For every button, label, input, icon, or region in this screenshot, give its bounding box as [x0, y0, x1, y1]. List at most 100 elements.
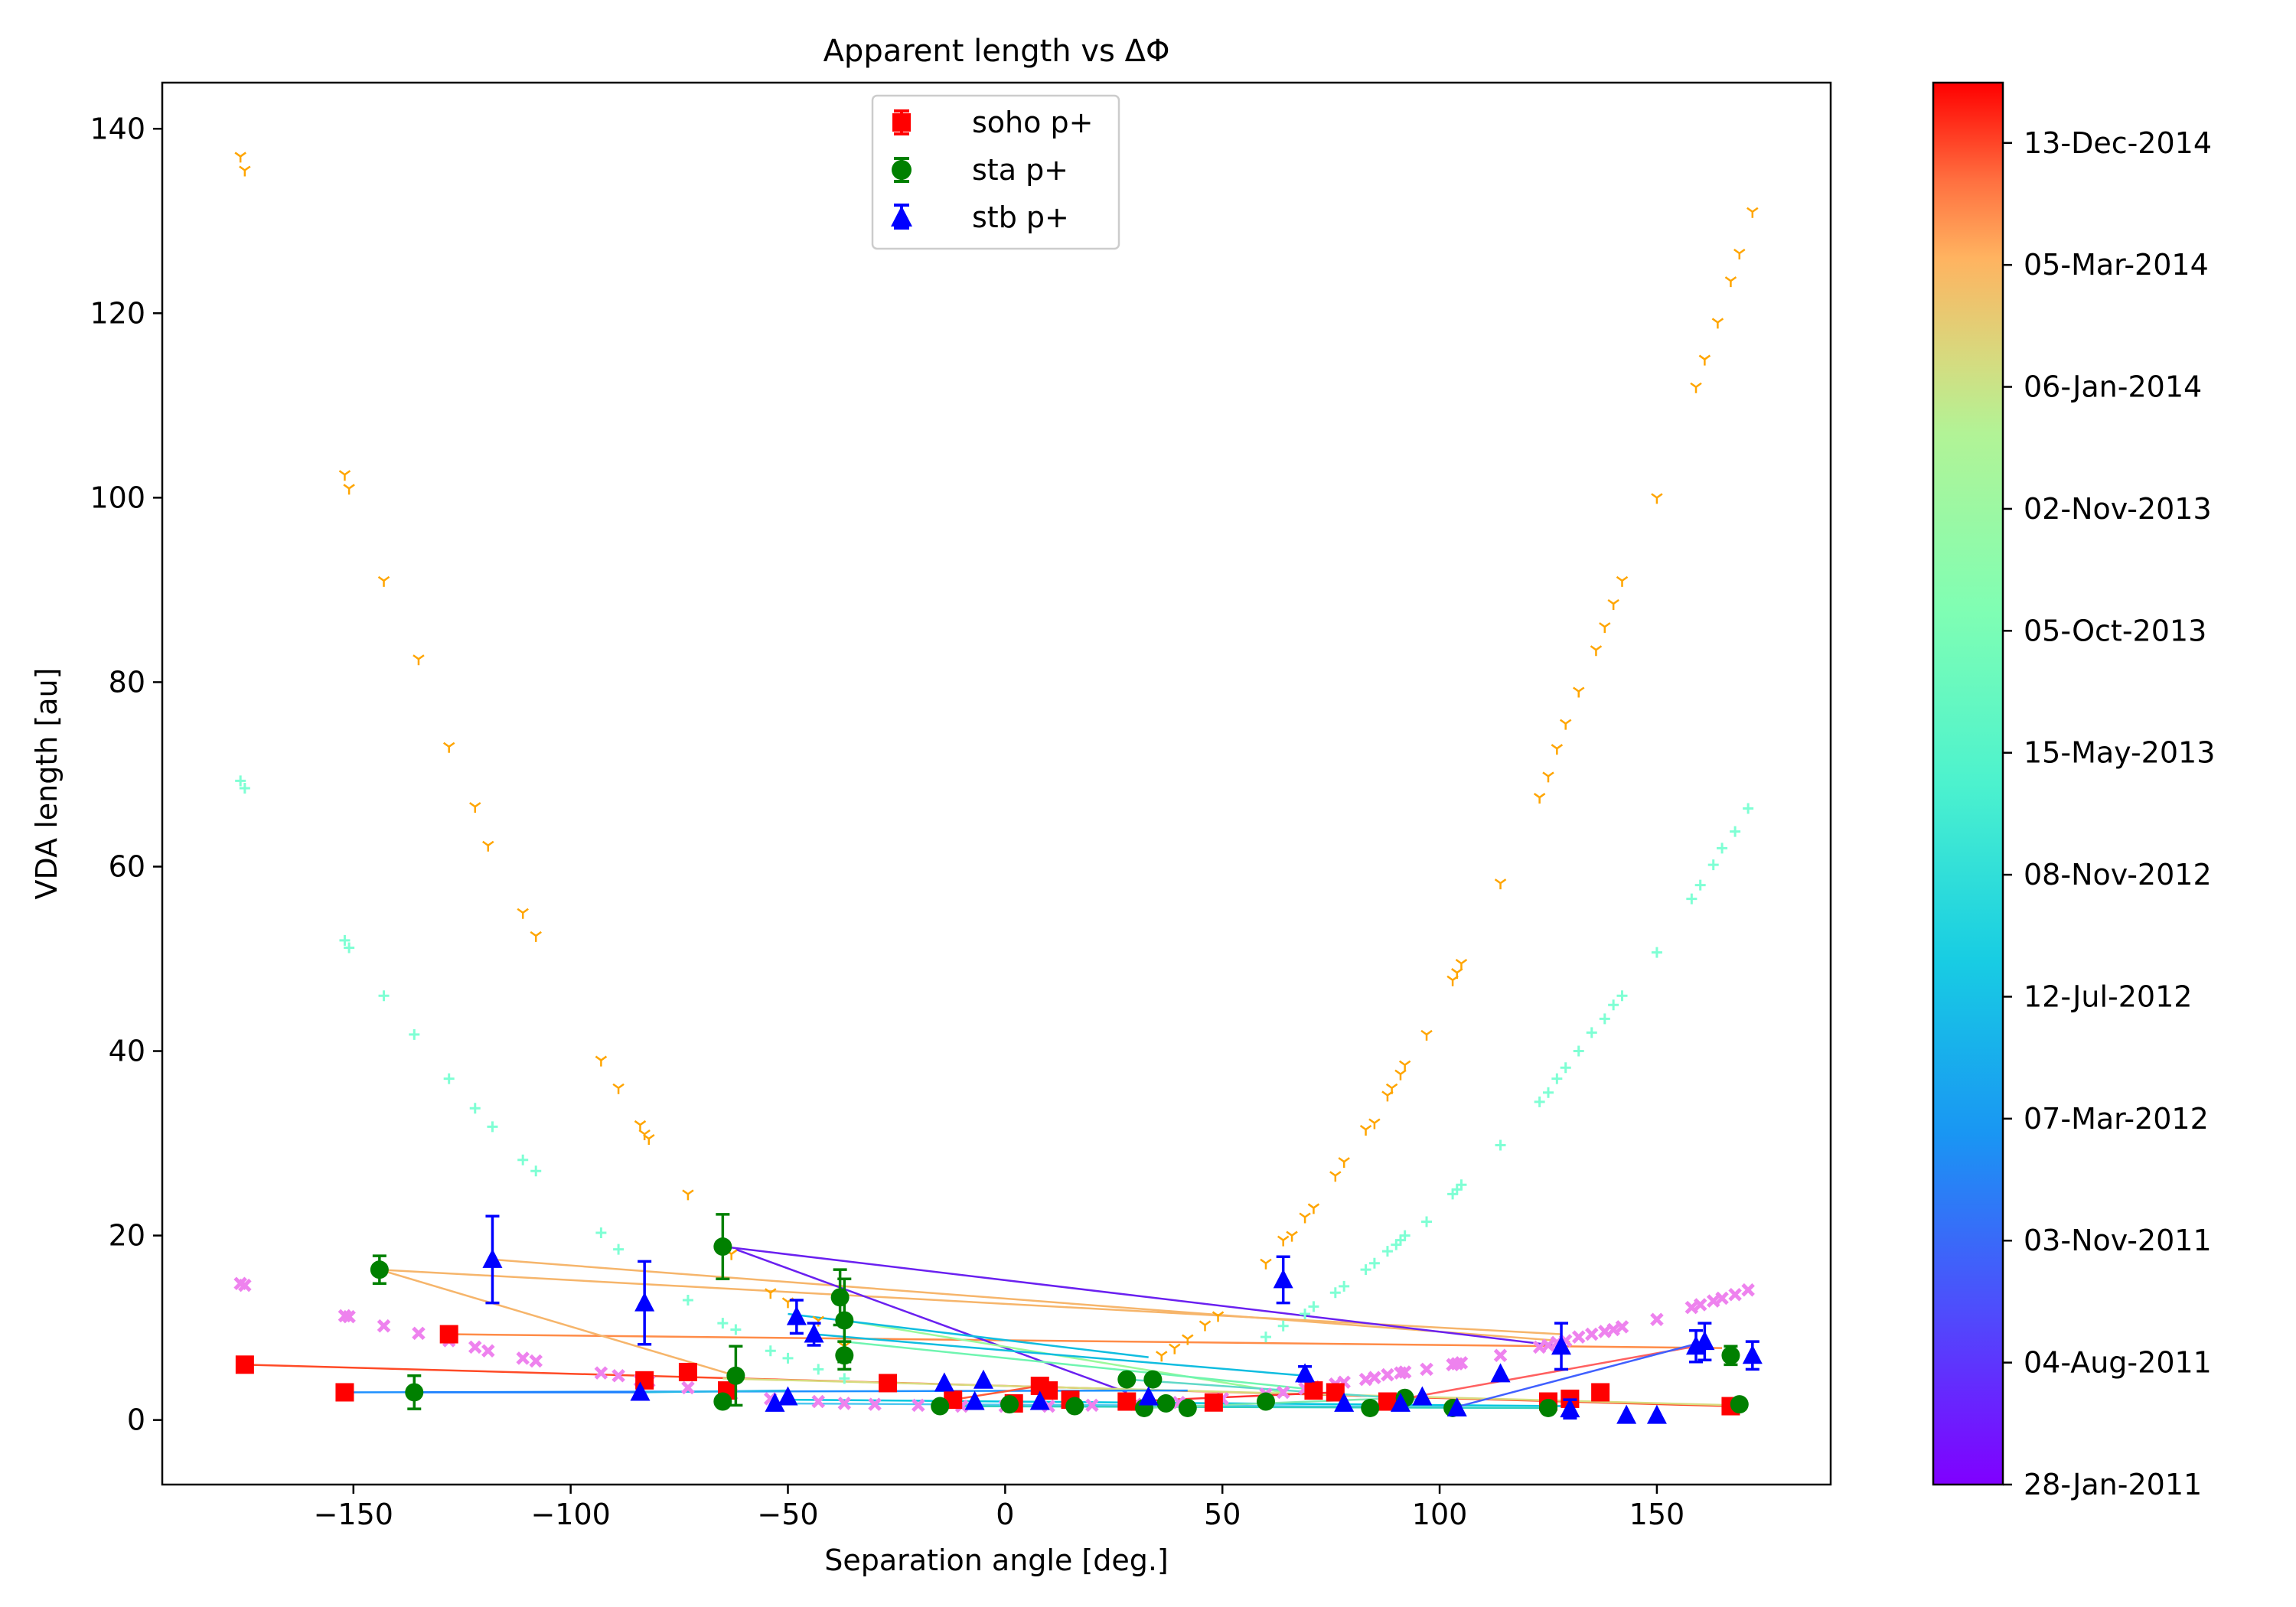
- model-curve-marker: [682, 1189, 694, 1201]
- connecting-line: [1452, 1340, 1705, 1410]
- stb-marker: [1390, 1392, 1411, 1412]
- stb-marker: [1138, 1386, 1159, 1406]
- legend-entry-sta: sta p+: [892, 153, 1068, 187]
- model-curve-marker: [912, 1398, 925, 1413]
- model-curve-marker: [1707, 859, 1719, 871]
- soho-marker: [1204, 1393, 1223, 1412]
- legend-entry-stb: stb p+: [891, 200, 1069, 234]
- model-curve-marker: [1308, 1301, 1319, 1312]
- model-curve-marker: [239, 783, 250, 794]
- x-axis-ticks: −150 −100 −50 0 50 100 150: [314, 1485, 1684, 1531]
- model-curve-marker: [1573, 686, 1585, 698]
- connecting-line: [814, 1333, 1306, 1377]
- legend-frame: [871, 94, 1120, 250]
- model-curve-marker: [1212, 1311, 1225, 1322]
- model-curve-marker: [409, 1028, 420, 1040]
- model-curve-marker: [377, 575, 390, 587]
- model-curve-marker: [595, 1227, 607, 1238]
- model-curve-marker: [235, 775, 246, 787]
- colorbar-tick-label: 04-Aug-2011: [2024, 1346, 2212, 1380]
- y-tick-label: 100: [90, 481, 145, 514]
- stb-marker: [804, 1323, 824, 1343]
- stb-marker: [634, 1292, 655, 1312]
- connecting-line: [1387, 1345, 1697, 1403]
- sta-marker: [830, 1288, 850, 1307]
- model-curve-marker: [594, 1366, 608, 1380]
- connecting-line: [844, 1319, 1283, 1393]
- model-curve-marker: [1711, 318, 1724, 329]
- model-curve-marker: [813, 1364, 824, 1375]
- model-curve-marker: [1733, 248, 1746, 259]
- model-curve-marker: [1724, 276, 1737, 288]
- model-curve-marker: [469, 1103, 481, 1114]
- colorbar-tick-label: 02-Nov-2013: [2024, 492, 2212, 526]
- model-curve-marker: [1385, 1083, 1398, 1094]
- y-tick-label: 140: [90, 112, 145, 145]
- stb-marker: [1616, 1404, 1637, 1424]
- model-curve-marker: [530, 931, 542, 942]
- soho-marker: [879, 1374, 898, 1393]
- connecting-line: [448, 1333, 1723, 1349]
- model-curve-marker: [442, 742, 455, 753]
- soho-marker: [678, 1362, 697, 1381]
- model-curve-marker: [1616, 990, 1628, 1002]
- stb-marker: [482, 1248, 503, 1268]
- legend-stb-label: stb p+: [972, 200, 1069, 234]
- model-curve-marker: [613, 1244, 625, 1255]
- model-curve-marker: [1571, 1330, 1586, 1344]
- model-curve-marker: [1182, 1334, 1194, 1345]
- model-curve-marker: [342, 1309, 356, 1324]
- connecting-line: [735, 1248, 1127, 1393]
- model-curve-marker: [487, 1121, 498, 1133]
- model-curve-marker: [517, 908, 529, 919]
- chart-title: Apparent length vs ΔΦ: [823, 34, 1170, 69]
- sta-marker: [1117, 1370, 1137, 1389]
- stb-marker: [973, 1369, 993, 1389]
- model-curve-marker: [1455, 959, 1468, 970]
- model-curve-marker: [1368, 1257, 1380, 1269]
- model-curve-marker: [1717, 843, 1728, 854]
- model-curve-marker: [412, 1326, 426, 1341]
- sta-marker: [1143, 1370, 1163, 1389]
- stb-marker: [630, 1381, 651, 1401]
- model-curve-marker: [1329, 1287, 1341, 1299]
- colorbar-tick-label: 13-Dec-2014: [2024, 126, 2212, 160]
- sta-marker: [1156, 1393, 1176, 1413]
- model-curve-marker: [1559, 719, 1572, 730]
- model-curve-marker: [1541, 1338, 1555, 1352]
- model-curve-marker: [1586, 1027, 1597, 1038]
- model-curve-marker: [413, 654, 425, 666]
- x-tick-label: −150: [314, 1498, 393, 1531]
- model-curve-marker: [1690, 382, 1702, 393]
- connecting-line: [640, 1389, 788, 1393]
- x-tick-label: 0: [996, 1498, 1014, 1531]
- model-curve-marker: [529, 1354, 543, 1368]
- model-curve-marker: [765, 1345, 776, 1357]
- model-curve-marker: [239, 165, 251, 177]
- connecting-line: [1127, 1378, 1423, 1401]
- model-curve-marker: [811, 1394, 826, 1409]
- model-curve-marker: [1715, 1291, 1729, 1305]
- model-curve-marker: [1599, 1013, 1610, 1025]
- model-curve-marker: [1616, 575, 1629, 587]
- model-curve-marker: [1493, 1348, 1508, 1363]
- colorbar-tick-label: 15-May-2013: [2024, 736, 2215, 770]
- stb-marker: [1412, 1386, 1433, 1406]
- model-curve-marker: [1608, 999, 1619, 1011]
- stb-marker: [1029, 1390, 1050, 1410]
- model-curve-marker: [1728, 1287, 1742, 1302]
- soho-marker: [439, 1325, 458, 1344]
- sta-marker: [1721, 1346, 1740, 1365]
- x-tick-label: −50: [757, 1498, 818, 1531]
- stb-marker: [1646, 1404, 1667, 1424]
- sta-marker: [835, 1311, 854, 1330]
- model-curve-marker: [1368, 1371, 1381, 1384]
- sta-marker: [1256, 1392, 1275, 1411]
- model-curve-marker: [1686, 893, 1698, 905]
- stb-marker: [934, 1372, 954, 1392]
- stb-marker: [786, 1305, 807, 1325]
- stb-marker: [1694, 1331, 1715, 1351]
- sta-marker: [713, 1392, 732, 1411]
- model-curve-marker: [1606, 1322, 1620, 1337]
- model-curve-marker: [1381, 1246, 1393, 1257]
